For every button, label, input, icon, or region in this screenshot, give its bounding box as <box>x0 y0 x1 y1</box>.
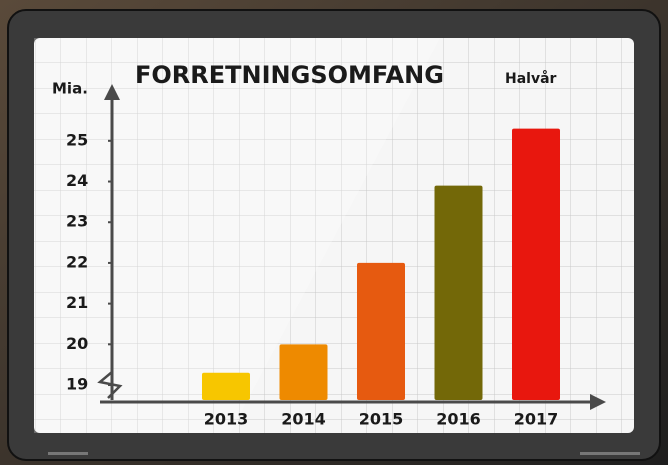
y-tick-label: 21 <box>66 293 88 312</box>
frame-decor <box>48 452 88 455</box>
x-tick-label: 2014 <box>281 410 326 429</box>
bar <box>357 262 405 400</box>
bar <box>434 185 483 400</box>
y-tick-label: 22 <box>66 252 88 271</box>
chart-subtitle: Halvår <box>505 70 557 87</box>
x-tick-label: 2015 <box>359 410 404 429</box>
y-tick-label: 20 <box>66 334 88 353</box>
bar <box>279 344 328 400</box>
y-tick-label: 23 <box>66 212 88 231</box>
y-tick-label: 19 <box>66 375 88 394</box>
axis-break <box>97 371 123 399</box>
y-tick-label: 25 <box>66 130 88 149</box>
x-axis-arrow <box>590 394 606 410</box>
y-axis-arrow <box>104 84 120 100</box>
frame-decor <box>580 452 640 455</box>
y-axis-label: Mia. <box>52 80 88 98</box>
y-tick-label: 24 <box>66 171 88 190</box>
x-tick-label: 2013 <box>204 410 249 429</box>
bar <box>202 372 250 400</box>
x-tick-label: 2016 <box>436 410 481 429</box>
glare <box>34 38 440 433</box>
chart-title: FORRETNINGSOMFANG <box>135 61 444 89</box>
x-tick-label: 2017 <box>514 410 559 429</box>
bar <box>512 128 560 400</box>
grid-paper <box>34 38 634 433</box>
